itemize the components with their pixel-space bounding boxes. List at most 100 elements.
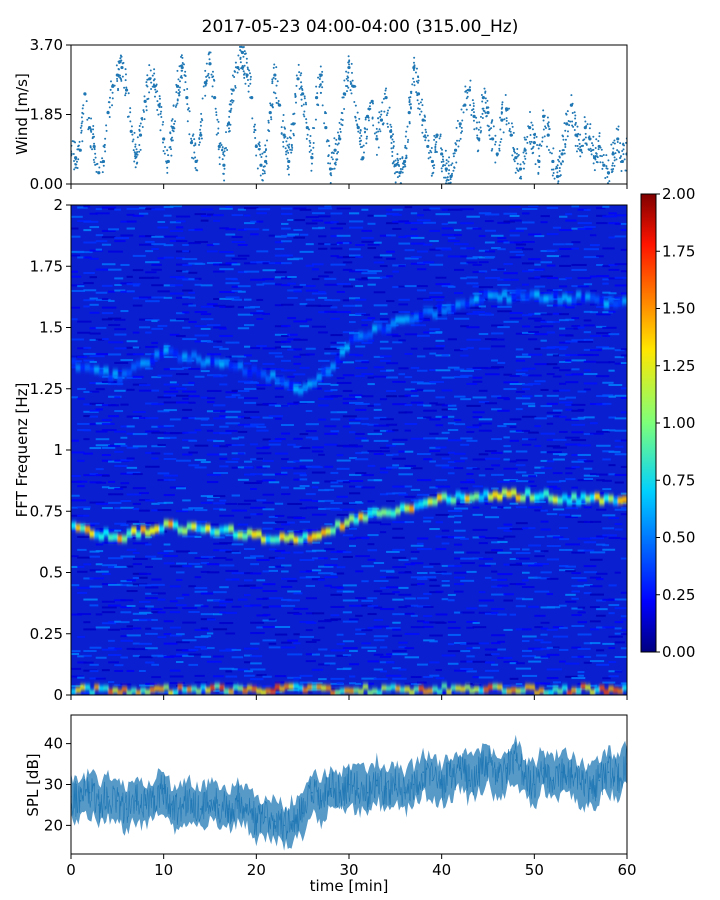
- spectrogram-cell: [287, 333, 298, 336]
- spectrogram-cell: [157, 257, 165, 260]
- spectrogram-cell: [540, 388, 549, 391]
- spectrogram-cell: [194, 277, 202, 280]
- spectrogram-cell: [213, 599, 225, 602]
- wind-point: [413, 56, 416, 59]
- wind-point: [308, 145, 311, 148]
- spectrogram-cell: [336, 234, 351, 237]
- spectrogram-cell: [237, 313, 254, 316]
- spectrogram-cell: [509, 662, 517, 665]
- wind-point: [277, 103, 280, 106]
- spectrogram-cell: [250, 621, 265, 624]
- spectrogram-cell: [219, 586, 229, 589]
- spectrogram-cell: [620, 270, 627, 273]
- wind-point: [149, 69, 152, 72]
- wind-point: [536, 143, 539, 146]
- spectrogram-cell: [243, 473, 255, 476]
- spectrogram-band-low: [274, 684, 281, 690]
- spectrogram-cell: [379, 670, 387, 673]
- spectrogram-cell: [71, 480, 82, 483]
- spectrogram-cell: [460, 611, 475, 614]
- wind-point: [356, 111, 359, 114]
- spectrogram-cell: [571, 263, 587, 266]
- wind-point: [334, 161, 337, 164]
- spectrogram-cell: [200, 562, 209, 565]
- spectrogram-cell: [583, 382, 598, 385]
- spectrogram-cell: [392, 403, 407, 406]
- spectrogram-cell: [188, 401, 196, 404]
- spectrogram-cell: [287, 381, 301, 384]
- spectrogram-cell: [95, 291, 108, 294]
- spectrogram-cell: [398, 339, 406, 342]
- spectrogram-cell: [293, 530, 306, 533]
- spectrogram-cell: [441, 598, 449, 601]
- wind-point: [331, 158, 334, 161]
- wind-point: [409, 103, 412, 106]
- spectrogram-cell: [608, 268, 620, 271]
- spectrogram-cell: [250, 359, 258, 362]
- spectrogram-band-second: [228, 362, 234, 370]
- wind-point: [169, 131, 172, 134]
- wind-point: [284, 127, 287, 130]
- spectrogram-cell: [620, 348, 627, 351]
- wind-point: [246, 66, 249, 69]
- spectrogram-cell: [460, 348, 468, 351]
- spectrogram-cell: [349, 537, 357, 540]
- spectrogram-cell: [120, 459, 134, 462]
- spectrogram-cell: [157, 226, 169, 229]
- spectrogram-cell: [349, 394, 363, 397]
- spl-xtick-label: 20: [247, 861, 266, 879]
- spectrogram-cell: [126, 340, 138, 343]
- spectrogram-cell: [169, 600, 178, 603]
- spectrogram-cell: [126, 376, 142, 379]
- spectrogram-cell: [145, 235, 155, 238]
- wind-point: [253, 128, 256, 131]
- spectrogram-band-second: [506, 296, 512, 304]
- spectrogram-cell: [281, 324, 291, 327]
- spectrogram-cell: [108, 228, 120, 231]
- spectrogram-cell: [361, 319, 372, 322]
- spectrogram-cell: [478, 453, 489, 456]
- wind-point: [358, 137, 361, 140]
- spectrogram-band-second: [409, 316, 415, 324]
- spectrogram-cell: [620, 465, 627, 468]
- spectrogram-cell: [89, 327, 97, 330]
- spectrogram-cell: [404, 285, 417, 288]
- wind-point: [159, 129, 162, 132]
- spectrogram-cell: [219, 334, 233, 337]
- wind-point: [501, 103, 504, 106]
- wind-point: [305, 121, 308, 124]
- wind-point: [613, 159, 616, 162]
- spectrogram-cell: [176, 487, 186, 490]
- wind-point: [538, 143, 541, 146]
- wind-point: [96, 162, 99, 165]
- spectrogram-cell: [256, 558, 270, 561]
- wind-point: [619, 156, 622, 159]
- wind-point: [469, 104, 472, 107]
- wind-point: [404, 144, 407, 147]
- spectrogram-cell: [614, 523, 623, 526]
- wind-point: [412, 61, 415, 64]
- wind-point: [138, 133, 143, 137]
- spectrogram-cell: [596, 361, 611, 364]
- wind-point: [97, 171, 101, 175]
- spectrogram-cell: [386, 586, 399, 589]
- spectrogram-cell: [367, 339, 375, 342]
- spectrogram-cell: [108, 639, 115, 642]
- wind-point: [316, 92, 319, 95]
- wind-point: [448, 156, 451, 159]
- spectrogram-cell: [546, 346, 559, 349]
- spectrogram-cell: [256, 597, 268, 600]
- wind-point: [216, 118, 219, 121]
- spectrogram-cell: [182, 535, 198, 538]
- spectrogram-cell: [225, 598, 234, 601]
- wind-point: [221, 149, 224, 152]
- spectrogram-cell: [101, 306, 117, 309]
- spectrogram-cell: [423, 261, 435, 264]
- spectrogram-cell: [423, 625, 434, 628]
- spectrogram-cell: [163, 550, 174, 553]
- spectrogram-cell: [497, 537, 505, 540]
- wind-point: [190, 137, 193, 140]
- spectrogram-cell: [108, 621, 119, 624]
- spectrogram-cell: [188, 464, 200, 467]
